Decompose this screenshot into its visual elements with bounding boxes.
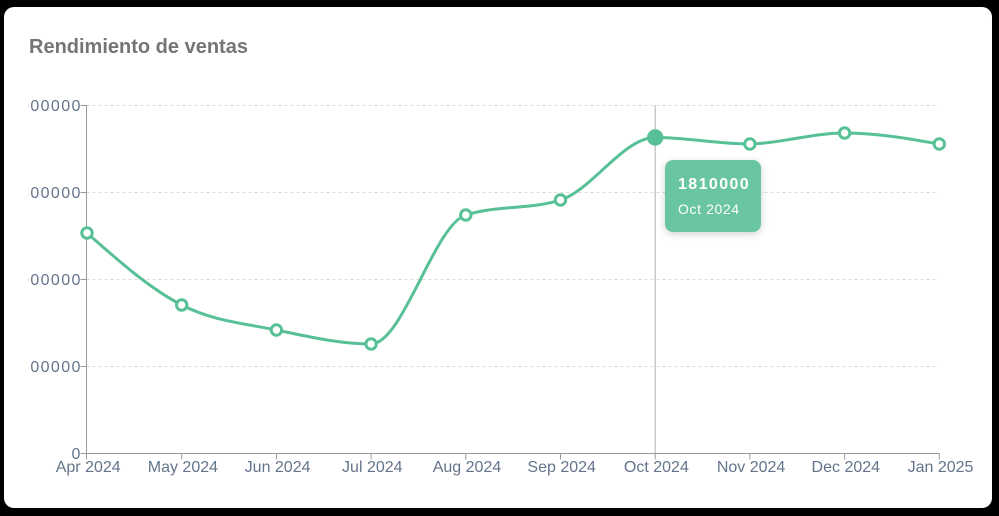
svg-text:Aug 2024: Aug 2024 xyxy=(433,459,502,476)
svg-text:1500000: 1500000 xyxy=(28,185,82,202)
svg-text:0: 0 xyxy=(71,446,81,463)
svg-text:Jul 2024: Jul 2024 xyxy=(342,459,403,476)
svg-text:Apr 2024: Apr 2024 xyxy=(56,459,121,476)
svg-text:Jan 2025: Jan 2025 xyxy=(908,459,974,476)
svg-text:Oct 2024: Oct 2024 xyxy=(624,459,689,476)
svg-text:500000: 500000 xyxy=(28,359,82,376)
svg-text:Dec 2024: Dec 2024 xyxy=(812,459,881,476)
svg-text:Jun 2024: Jun 2024 xyxy=(245,459,311,476)
svg-text:1000000: 1000000 xyxy=(28,272,82,289)
svg-text:Nov 2024: Nov 2024 xyxy=(717,459,786,476)
svg-text:2000000: 2000000 xyxy=(28,98,82,115)
svg-text:Sep 2024: Sep 2024 xyxy=(527,459,596,476)
svg-text:May 2024: May 2024 xyxy=(148,459,218,476)
